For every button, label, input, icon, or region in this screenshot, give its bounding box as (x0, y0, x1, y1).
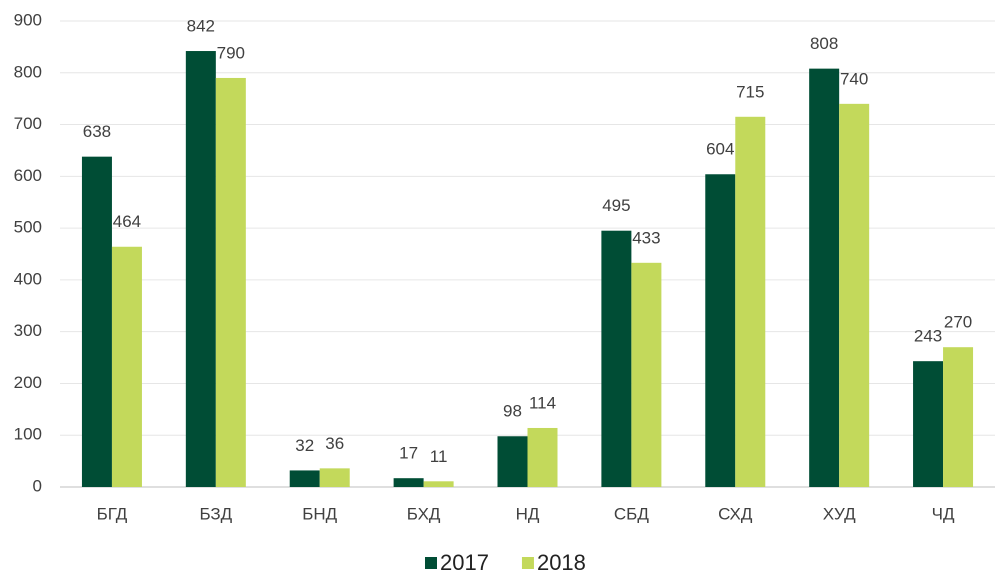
y-tick-label: 600 (14, 166, 42, 185)
data-label: 604 (706, 140, 734, 159)
x-tick-label: СХД (718, 504, 753, 523)
legend-label: 2018 (537, 550, 586, 574)
y-tick-label: 300 (14, 321, 42, 340)
bar (631, 262, 662, 487)
data-label: 790 (217, 43, 245, 62)
data-label: 17 (399, 444, 418, 463)
bar (497, 436, 528, 487)
data-label: 495 (602, 196, 630, 215)
data-label: 842 (187, 17, 215, 36)
data-label: 808 (810, 34, 838, 53)
x-tick-label: БГД (97, 504, 128, 523)
y-tick-label: 200 (14, 373, 42, 392)
x-tick-label: НД (516, 504, 540, 523)
data-label: 98 (503, 402, 522, 421)
bar (319, 468, 350, 487)
x-tick-label: БЗД (199, 504, 232, 523)
legend-swatch (425, 557, 437, 569)
data-label: 464 (113, 212, 141, 231)
y-tick-label: 100 (14, 425, 42, 444)
bar (943, 347, 974, 487)
data-label: 715 (736, 82, 764, 101)
y-tick-label: 800 (14, 62, 42, 81)
data-label: 243 (914, 327, 942, 346)
bar (423, 481, 454, 487)
data-label: 638 (83, 122, 111, 141)
legend-label: 2017 (440, 550, 489, 574)
bar (601, 230, 632, 487)
y-tick-label: 500 (14, 218, 42, 237)
bar (111, 246, 142, 487)
bar (809, 68, 840, 487)
bar (81, 156, 112, 487)
bar (289, 470, 320, 487)
data-label: 740 (840, 69, 868, 88)
y-tick-label: 400 (14, 269, 42, 288)
x-tick-label: ЧД (932, 504, 955, 523)
data-label: 11 (430, 447, 448, 466)
legend-swatch (521, 557, 534, 569)
bar (735, 116, 766, 488)
y-tick-label: 700 (14, 114, 42, 133)
bar (705, 174, 736, 488)
x-tick-label: БНД (302, 504, 337, 523)
y-tick-label: 0 (33, 476, 42, 495)
x-tick-label: СБД (614, 504, 649, 523)
bar (215, 77, 246, 487)
bar (839, 103, 870, 487)
data-label: 32 (295, 436, 314, 455)
bar (913, 361, 944, 487)
x-tick-label: БХД (407, 504, 441, 523)
data-label: 114 (529, 393, 556, 412)
x-tick-label: ХУД (823, 504, 856, 523)
data-label: 270 (944, 313, 972, 332)
y-tick-label: 900 (14, 10, 42, 29)
bar (527, 427, 558, 487)
data-label: 36 (325, 434, 344, 453)
bar (185, 51, 216, 487)
data-label: 433 (632, 228, 660, 247)
bar (393, 478, 424, 487)
